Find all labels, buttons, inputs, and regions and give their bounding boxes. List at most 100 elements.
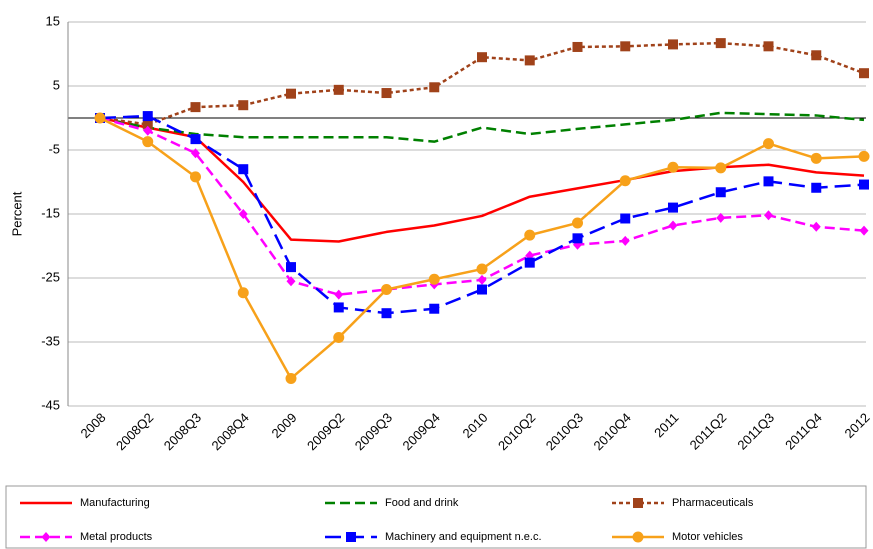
y-tick-label: -35 <box>41 333 60 348</box>
series-line <box>99 41 865 126</box>
y-tick-label: -15 <box>41 205 60 220</box>
marker <box>572 233 583 244</box>
x-tick-label: 2010Q2 <box>495 410 538 453</box>
marker <box>668 220 678 231</box>
legend-label: Metal products <box>80 531 153 543</box>
marker <box>142 136 154 148</box>
legend-marker <box>632 531 644 543</box>
y-tick-label: -25 <box>41 269 60 284</box>
marker <box>810 152 822 164</box>
marker <box>668 39 678 50</box>
marker <box>94 112 106 124</box>
marker <box>143 125 153 136</box>
marker <box>477 274 487 285</box>
marker <box>859 68 869 79</box>
marker <box>572 41 583 52</box>
x-tick-label: 2011 <box>651 410 681 440</box>
marker <box>191 148 200 159</box>
marker <box>381 308 392 319</box>
marker <box>620 41 631 52</box>
marker <box>763 138 774 150</box>
x-tick-label: 2010Q3 <box>543 410 586 453</box>
marker <box>859 225 869 236</box>
marker <box>858 150 870 162</box>
marker <box>142 119 153 130</box>
marker <box>859 179 869 190</box>
marker <box>190 134 201 145</box>
marker <box>811 50 822 61</box>
series-line <box>99 116 865 243</box>
x-tick-label: 2011Q3 <box>734 410 777 453</box>
marker <box>285 372 297 384</box>
marker <box>238 209 248 219</box>
marker <box>190 102 201 113</box>
x-tick-label: 2009Q4 <box>399 410 442 453</box>
marker <box>428 273 440 285</box>
legend-label: Pharmaceuticals <box>672 497 754 509</box>
marker <box>429 82 440 93</box>
marker <box>715 162 727 174</box>
series-line <box>99 116 865 380</box>
marker <box>286 276 296 287</box>
marker <box>477 284 487 295</box>
marker <box>333 84 344 95</box>
marker <box>334 289 344 300</box>
x-tick-label: 2011Q4 <box>782 410 825 453</box>
marker <box>524 55 535 66</box>
marker <box>811 182 822 193</box>
marker <box>763 41 774 52</box>
y-tick-label: -5 <box>48 141 60 156</box>
marker <box>429 303 440 314</box>
y-axis-label: Percent <box>9 191 24 236</box>
x-tick-label: 2010 <box>459 410 490 441</box>
marker <box>667 161 679 173</box>
legend-marker <box>633 498 643 508</box>
marker <box>237 287 249 299</box>
marker <box>620 213 631 224</box>
marker <box>668 202 678 213</box>
marker <box>238 164 249 175</box>
marker <box>764 210 773 221</box>
marker <box>381 284 392 296</box>
legend-label: Food and drink <box>385 497 459 509</box>
y-tick-label: 5 <box>53 77 60 92</box>
legend-marker <box>41 532 51 542</box>
legend-box <box>5 485 867 549</box>
x-tick-label: 2008Q3 <box>161 410 204 453</box>
x-tick-label: 2008Q2 <box>113 410 156 453</box>
marker <box>811 221 821 232</box>
marker <box>716 212 726 223</box>
marker <box>619 175 631 187</box>
marker <box>333 302 344 313</box>
marker <box>715 187 726 198</box>
marker <box>524 229 536 241</box>
x-tick-label: 2009Q3 <box>352 410 395 453</box>
legend-label: Manufacturing <box>80 497 150 509</box>
marker <box>763 176 774 187</box>
legend-label: Motor vehicles <box>672 531 743 543</box>
legend-label: Machinery and equipment n.e.c. <box>385 531 542 543</box>
x-tick-label: 2012 <box>841 410 872 441</box>
x-tick-label: 2008 <box>77 410 108 441</box>
x-tick-label: 2010Q4 <box>590 410 633 453</box>
x-tick-label: 2009Q2 <box>304 410 347 453</box>
marker <box>190 171 201 183</box>
x-tick-label: 2009 <box>268 410 299 441</box>
x-tick-label: 2011Q2 <box>687 410 730 453</box>
marker <box>381 88 392 99</box>
y-tick-label: -45 <box>41 397 60 412</box>
legend: Manufacturing Food and drink Pharmaceutica… <box>20 497 754 543</box>
marker <box>286 88 296 99</box>
x-tick-label: 2008Q4 <box>208 410 251 453</box>
marker <box>333 332 345 344</box>
legend-marker <box>346 532 356 542</box>
marker <box>142 111 153 122</box>
marker <box>238 100 249 111</box>
marker <box>524 257 535 268</box>
series-line <box>99 111 865 143</box>
y-tick-label: 15 <box>46 13 60 28</box>
marker <box>715 38 726 49</box>
series-line <box>99 114 865 315</box>
marker <box>620 235 630 246</box>
